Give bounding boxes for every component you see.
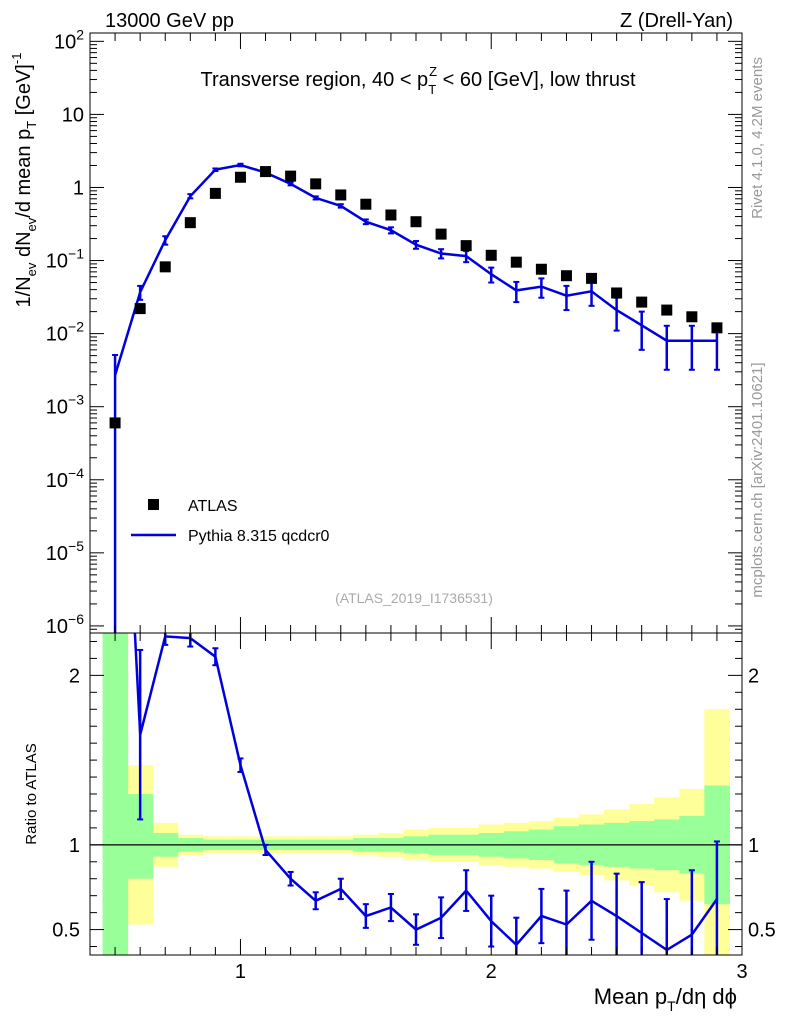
mcplots-label: mcplots.cern.ch [arXiv:2401.10621] [749, 362, 766, 597]
data-point [310, 178, 322, 190]
rivet-label: Rivet 4.1.0, 4.2M events [749, 57, 766, 219]
data-point [661, 304, 673, 316]
ratio-y-tick-label: 0.5 [52, 920, 80, 942]
x-tick-label: 1 [235, 961, 246, 983]
process-label: Z (Drell-Yan) [620, 10, 733, 32]
data-point [109, 417, 121, 429]
data-point [285, 170, 297, 182]
y-tick-label: 10−2 [46, 319, 84, 346]
y-tick-label-base: 10 [46, 543, 68, 565]
data-point [410, 216, 422, 228]
y-tick-label-exponent: −2 [68, 319, 84, 335]
data-point [360, 198, 372, 210]
data-point [586, 272, 598, 284]
collision-label: 13000 GeV pp [105, 10, 234, 32]
ratio-axes: 0.5 0.5 1 1 2 2 1 2 3 [52, 633, 776, 983]
ratio-y-tick-label-right: 0.5 [748, 920, 776, 942]
y-tick-label: 10−4 [46, 465, 84, 492]
legend-label-atlas: ATLAS [188, 498, 238, 515]
y-tick-label-base: 10 [46, 397, 68, 419]
x-tick-label: 3 [736, 961, 747, 983]
legend-label-pythia: Pythia 8.315 qcdcr0 [188, 528, 330, 545]
data-point [460, 240, 472, 252]
y-tick-label-exponent: −3 [68, 392, 84, 408]
y-tick-label-base: 10 [62, 104, 84, 126]
legend: ATLAS Pythia 8.315 qcdcr0 [131, 498, 330, 545]
y-tick-label: 10−5 [46, 538, 84, 565]
data-point [159, 261, 171, 273]
main-plot-area [109, 162, 723, 633]
y-tick-label-base: 10 [46, 470, 68, 492]
y-tick-label-base: 1 [73, 177, 84, 199]
legend-marker-atlas [148, 499, 159, 510]
ratio-y-tick-label: 2 [69, 665, 80, 687]
y-tick-label-exponent: −5 [68, 538, 84, 554]
ratio-y-tick-label-right: 1 [748, 835, 759, 857]
y-tick-label: 10 [62, 104, 84, 126]
y-tick-label-base: 10 [46, 616, 68, 638]
data-point [711, 322, 723, 334]
x-tick-label: 2 [486, 961, 497, 983]
uncertainty-band-inner [102, 633, 129, 955]
data-point [560, 270, 572, 282]
y-tick-label: 10−6 [46, 611, 84, 638]
y-tick-label-exponent: −1 [68, 246, 84, 262]
data-point [385, 209, 397, 221]
y-tick-label-base: 10 [46, 324, 68, 346]
data-point [510, 256, 522, 268]
data-point [435, 228, 447, 240]
data-point [260, 166, 272, 178]
ratio-plot-area [90, 633, 742, 955]
y-tick-label: 10−1 [46, 246, 84, 273]
data-point [611, 287, 623, 299]
y-tick-label-exponent: −4 [68, 465, 84, 481]
data-point [485, 249, 497, 261]
data-point [184, 217, 196, 229]
y-tick-label: 10−3 [46, 392, 84, 419]
analysis-tag: (ATLAS_2019_I1736531) [335, 590, 493, 606]
ratio-y-axis-label: Ratio to ATLAS [23, 743, 40, 844]
data-point [234, 171, 246, 183]
ratio-y-tick-label-right: 2 [748, 665, 759, 687]
y-tick-label-base: 10 [46, 251, 68, 273]
y-tick-label: 1 [73, 177, 84, 199]
y-tick-label-base: 10 [54, 31, 76, 53]
data-point [134, 303, 146, 315]
data-point [636, 296, 648, 308]
ratio-y-tick-label: 1 [69, 835, 80, 857]
y-tick-label-exponent: −6 [68, 611, 84, 627]
data-point [686, 311, 698, 323]
data-point [535, 263, 547, 275]
y-tick-label: 102 [54, 26, 84, 53]
data-point [335, 189, 347, 201]
y-tick-label-exponent: 2 [76, 26, 84, 42]
data-point [209, 187, 221, 199]
